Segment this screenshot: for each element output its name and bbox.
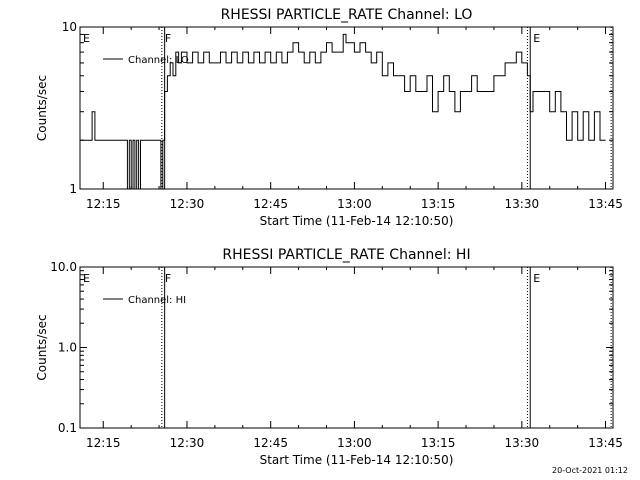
- chart-title: RHESSI PARTICLE_RATE Channel: HI: [222, 247, 470, 263]
- legend-label: Channel: HI: [128, 295, 186, 306]
- y-tick-label: 1.0: [58, 341, 77, 355]
- x-tick-label: 13:15: [421, 197, 456, 211]
- marker-label-e: E: [533, 32, 540, 45]
- y-tick-label: 10: [62, 20, 77, 34]
- x-tick-label: 12:45: [253, 197, 288, 211]
- marker-label-e: E: [533, 272, 540, 285]
- series-line-channel-lo: [80, 33, 606, 190]
- y-tick-label: 1: [69, 182, 77, 196]
- x-tick-label: 12:30: [170, 197, 205, 211]
- chart-title: RHESSI PARTICLE_RATE Channel: LO: [221, 7, 473, 23]
- x-tick-label: 13:00: [337, 197, 372, 211]
- x-tick-label: 12:30: [170, 436, 205, 450]
- x-axis-label: Start Time (11-Feb-14 12:10:50): [260, 214, 454, 228]
- marker-label-f: F: [165, 32, 171, 45]
- x-tick-label: 13:45: [588, 197, 623, 211]
- legend-label: Channel: LO: [128, 55, 189, 66]
- y-tick-label: 0.1: [58, 421, 77, 435]
- y-tick-label: 10.0: [50, 260, 77, 274]
- x-tick-label: 13:30: [505, 197, 540, 211]
- x-tick-label: 13:15: [421, 436, 456, 450]
- plot-frame: [79, 26, 614, 190]
- x-tick-label: 13:00: [337, 436, 372, 450]
- marker-label-e: E: [83, 272, 90, 285]
- x-axis-label: Start Time (11-Feb-14 12:10:50): [260, 453, 454, 467]
- x-tick-label: 12:15: [86, 197, 121, 211]
- marker-label-f: F: [165, 272, 171, 285]
- x-tick-label: 12:45: [253, 436, 288, 450]
- x-tick-label: 13:30: [505, 436, 540, 450]
- plot-frame: [79, 266, 614, 429]
- plot-timestamp: 20-Oct-2021 01:12: [552, 466, 628, 475]
- marker-label-e: E: [83, 32, 90, 45]
- y-axis-label: Counts/sec: [35, 314, 49, 380]
- x-tick-label: 13:45: [588, 436, 623, 450]
- x-tick-label: 12:15: [86, 436, 121, 450]
- y-axis-label: Counts/sec: [35, 75, 49, 141]
